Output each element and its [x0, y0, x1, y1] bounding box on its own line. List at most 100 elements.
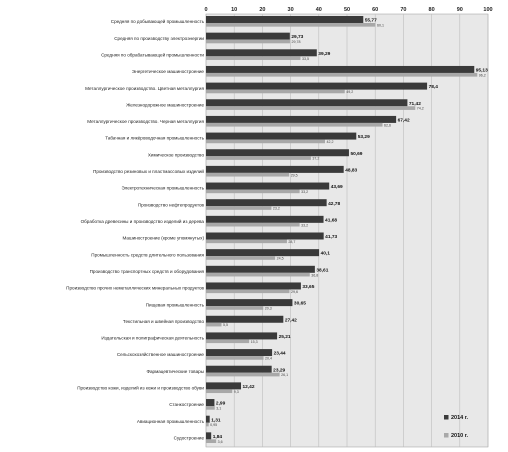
category-label: Производство кожи, изделий из кожи и про…: [77, 385, 204, 391]
data-label-2014: 95,13: [476, 68, 488, 74]
data-label-2014: 38,61: [316, 267, 328, 273]
data-label-2010: 3,1: [216, 407, 221, 411]
data-label-2014: 42,78: [328, 201, 340, 207]
category-label: Энергетическое машиностроение: [132, 69, 205, 74]
bar-2014: [206, 99, 408, 107]
data-label-2010: 33,2: [301, 190, 308, 194]
category-label: Средняя по обрабатывающей промышленности: [101, 51, 204, 57]
data-label-2014: 78,4: [429, 84, 439, 90]
data-label-2010: 60,1: [377, 23, 384, 27]
bar-2014: [206, 349, 273, 357]
bar-2010: [206, 22, 376, 27]
data-label-2014: 48,83: [345, 167, 357, 173]
bar-2010: [206, 389, 233, 394]
bar-2014: [206, 15, 364, 23]
bar-2010: [206, 222, 300, 227]
category-label: Средняя по добывающей промышленность: [111, 18, 205, 24]
bar-2014: [206, 65, 475, 73]
bar-2010: [206, 356, 264, 360]
data-label-2014: 43,69: [331, 184, 343, 190]
data-label-2014: 50,69: [350, 151, 362, 157]
data-label-2014: 2,99: [216, 401, 226, 407]
data-label-2010: 15,3: [251, 340, 258, 344]
x-tick-label: 0: [204, 7, 207, 13]
data-label-2010: 36,8: [311, 273, 318, 277]
bar-2010: [206, 439, 217, 444]
x-tick-label: 60: [372, 7, 378, 13]
bar-2010: [206, 322, 222, 327]
bar-2010: [206, 139, 326, 144]
bar-2014: [206, 132, 357, 140]
x-tick-label: 10: [231, 7, 237, 13]
bar-2010: [206, 72, 478, 77]
category-label: Станкостроение: [169, 402, 204, 407]
category-labels: Средняя по добывающей промышленность Сред…: [66, 18, 204, 440]
data-label-2014: 71,42: [409, 101, 421, 107]
x-tick-label: 90: [457, 7, 463, 13]
legend-swatch: [444, 415, 449, 420]
bar-2010: [206, 339, 250, 344]
bar-2010: [206, 206, 272, 210]
bar-2010: [206, 406, 215, 410]
data-label-2010: 96,2: [479, 73, 486, 77]
bar-2014: [206, 149, 349, 157]
data-label-2014: 25,21: [279, 334, 291, 340]
data-label-2010: 23,2: [273, 207, 280, 211]
bar-2014: [206, 382, 242, 390]
bar-2010: [206, 372, 280, 377]
bar-2010: [206, 156, 311, 160]
category-label: Машиностроение (кроме упомянутых): [123, 236, 205, 241]
data-label-2014: 23,44: [274, 351, 286, 357]
x-tick-label: 70: [400, 7, 406, 13]
bar-2010: [206, 56, 301, 60]
data-label-2010: 0,95: [210, 423, 217, 427]
bar-2014: [206, 249, 320, 257]
category-label: Издательская и полиграфическая деятельно…: [101, 336, 204, 341]
data-label-2010: 20,3: [265, 307, 272, 311]
data-label-2010: 49,2: [346, 90, 353, 94]
data-label-2014: 1,31: [211, 417, 221, 423]
data-label-2010: 29,78: [291, 40, 300, 44]
legend: 2014 г. 2010 г.: [444, 415, 469, 439]
bar-2014: [206, 432, 212, 440]
category-label: Производство нефтепродуктов: [138, 202, 205, 207]
data-label-2014: 53,29: [358, 134, 370, 140]
data-label-2014: 67,42: [398, 118, 410, 124]
data-label-2010: 62,6: [384, 123, 391, 127]
bar-2014: [206, 199, 327, 207]
bar-2014: [206, 182, 330, 190]
category-label: Химическое производство: [148, 152, 205, 157]
category-label: Средняя по производству электроэнергии: [114, 36, 204, 41]
category-label: Металлургическое производство. Цветная м…: [85, 86, 204, 91]
bar-2010: [206, 256, 276, 260]
data-label-2010: 26,1: [281, 373, 288, 377]
bar-2010: [206, 39, 290, 44]
bar-2014: [206, 49, 317, 57]
bar-2014: [206, 282, 301, 290]
bar-2014: [206, 265, 315, 273]
bar-2014: [206, 215, 324, 223]
x-tick-label: 100: [483, 7, 492, 13]
x-tick-label: 50: [344, 7, 350, 13]
bar-2010: [206, 289, 290, 294]
bar-2010: [206, 172, 290, 177]
bar-2014: [206, 299, 293, 307]
category-label: Производство прочих неметаллических мине…: [66, 286, 204, 291]
category-label: Судостроение: [174, 436, 205, 441]
category-label: Промышленность средств длительного польз…: [91, 252, 204, 257]
bar-2014: [206, 165, 344, 173]
category-label: Производство транспортных средств и обор…: [90, 269, 205, 274]
bar-2010: [206, 306, 264, 310]
data-label-2010: 37,2: [312, 157, 319, 161]
x-tick-label: 20: [259, 7, 265, 13]
data-label-2014: 27,42: [285, 317, 297, 323]
bar-2014: [206, 365, 272, 373]
bar-2010: [206, 122, 383, 127]
bar-2010: [206, 239, 287, 244]
data-label-2010: 33,2: [301, 223, 308, 227]
legend-swatch: [444, 433, 449, 438]
category-label: Производство резиновых и пластмассовых и…: [93, 168, 204, 174]
data-label-2010: 24,5: [277, 257, 284, 261]
